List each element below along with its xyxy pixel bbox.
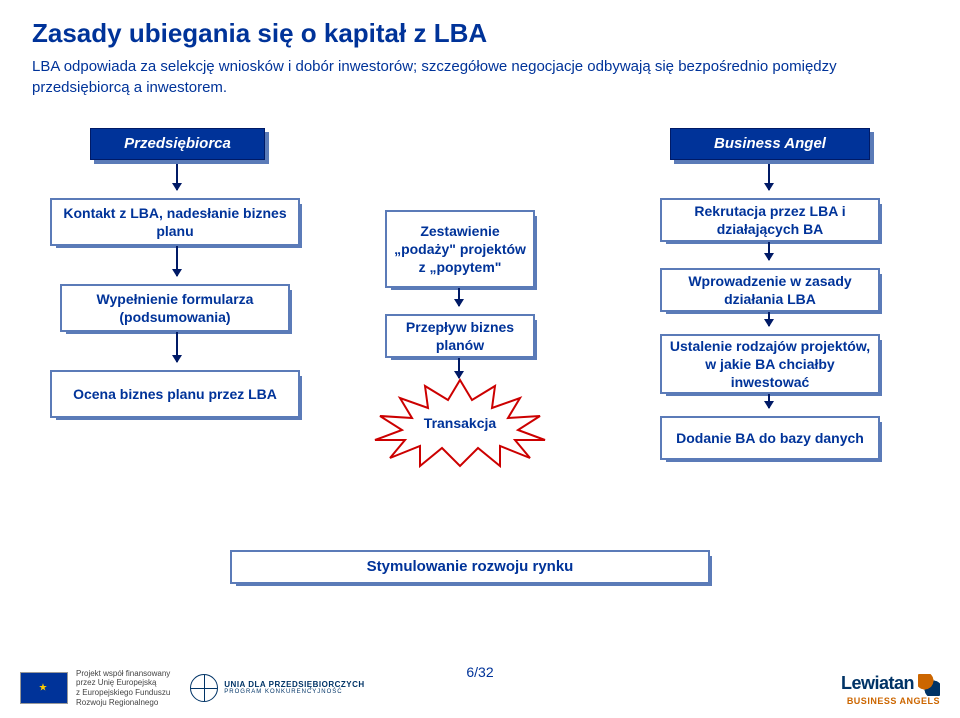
left-box-3-label: Ocena biznes planu przez LBA	[73, 385, 277, 403]
arrow-left-2	[176, 332, 178, 362]
left-box-2: Wypełnienie formularza (podsumowania)	[60, 284, 290, 332]
header-right-label: Business Angel	[714, 134, 826, 154]
header-left-label: Przedsiębiorca	[124, 134, 231, 154]
right-box-2: Wprowadzenie w zasady działania LBA	[660, 268, 880, 312]
lewiatan-logo: Lewiatan BUSINESS ANGELS	[841, 673, 940, 706]
page-title: Zasady ubiegania się o kapitał z LBA	[32, 18, 487, 49]
bottom-box-label: Stymulowanie rozwoju rynku	[367, 557, 574, 577]
bottom-box: Stymulowanie rozwoju rynku	[230, 550, 710, 584]
burst-transaction: Transakcja	[370, 378, 550, 468]
arrow-center-2	[458, 358, 460, 378]
arrow-right-1	[768, 242, 770, 260]
center-box-2: Przepływ biznes planów	[385, 314, 535, 358]
arrow-left-header	[176, 160, 178, 190]
right-box-3: Ustalenie rodzajów projektów, w jakie BA…	[660, 334, 880, 394]
lewiatan-icon	[918, 674, 940, 696]
right-box-1-label: Rekrutacja przez LBA i działających BA	[668, 202, 872, 238]
header-right: Business Angel	[670, 128, 870, 160]
center-box-1: Zestawienie „podaży" projektów z „popyte…	[385, 210, 535, 288]
arrow-right-2	[768, 312, 770, 326]
center-box-1-label: Zestawienie „podaży" projektów z „popyte…	[393, 222, 527, 277]
header-left: Przedsiębiorca	[90, 128, 265, 160]
unia-logo: UNIA DLA PRZEDSIĘBIORCZYCH PROGRAM KONKU…	[190, 674, 364, 702]
unia-line1: UNIA DLA PRZEDSIĘBIORCZYCH	[224, 680, 364, 690]
burst-label: Transakcja	[424, 415, 496, 431]
arrow-center-1	[458, 288, 460, 306]
right-box-2-label: Wprowadzenie w zasady działania LBA	[668, 272, 872, 308]
unia-text: UNIA DLA PRZEDSIĘBIORCZYCH PROGRAM KONKU…	[224, 680, 364, 697]
unia-circle-icon	[190, 674, 218, 702]
footer: Projekt współ finansowany przez Unię Eur…	[0, 658, 960, 718]
arrow-right-3	[768, 394, 770, 408]
arrow-left-1	[176, 246, 178, 276]
left-box-1-label: Kontakt z LBA, nadesłanie biznes planu	[58, 204, 292, 240]
unia-line2: PROGRAM KONKURENCYJNOŚĆ	[224, 689, 364, 696]
left-box-2-label: Wypełnienie formularza (podsumowania)	[68, 290, 282, 326]
eu-flag-icon	[20, 672, 68, 704]
right-box-3-label: Ustalenie rodzajów projektów, w jakie BA…	[668, 337, 872, 392]
eu-funding-text: Projekt współ finansowany przez Unię Eur…	[76, 669, 170, 707]
center-box-2-label: Przepływ biznes planów	[393, 318, 527, 354]
page-subtitle: LBA odpowiada za selekcję wniosków i dob…	[32, 56, 928, 98]
left-box-1: Kontakt z LBA, nadesłanie biznes planu	[50, 198, 300, 246]
right-box-4: Dodanie BA do bazy danych	[660, 416, 880, 460]
lewiatan-sub: BUSINESS ANGELS	[841, 696, 940, 706]
left-box-3: Ocena biznes planu przez LBA	[50, 370, 300, 418]
lewiatan-name: Lewiatan	[841, 673, 914, 693]
arrow-right-header	[768, 160, 770, 190]
right-box-1: Rekrutacja przez LBA i działających BA	[660, 198, 880, 242]
right-box-4-label: Dodanie BA do bazy danych	[676, 429, 864, 447]
